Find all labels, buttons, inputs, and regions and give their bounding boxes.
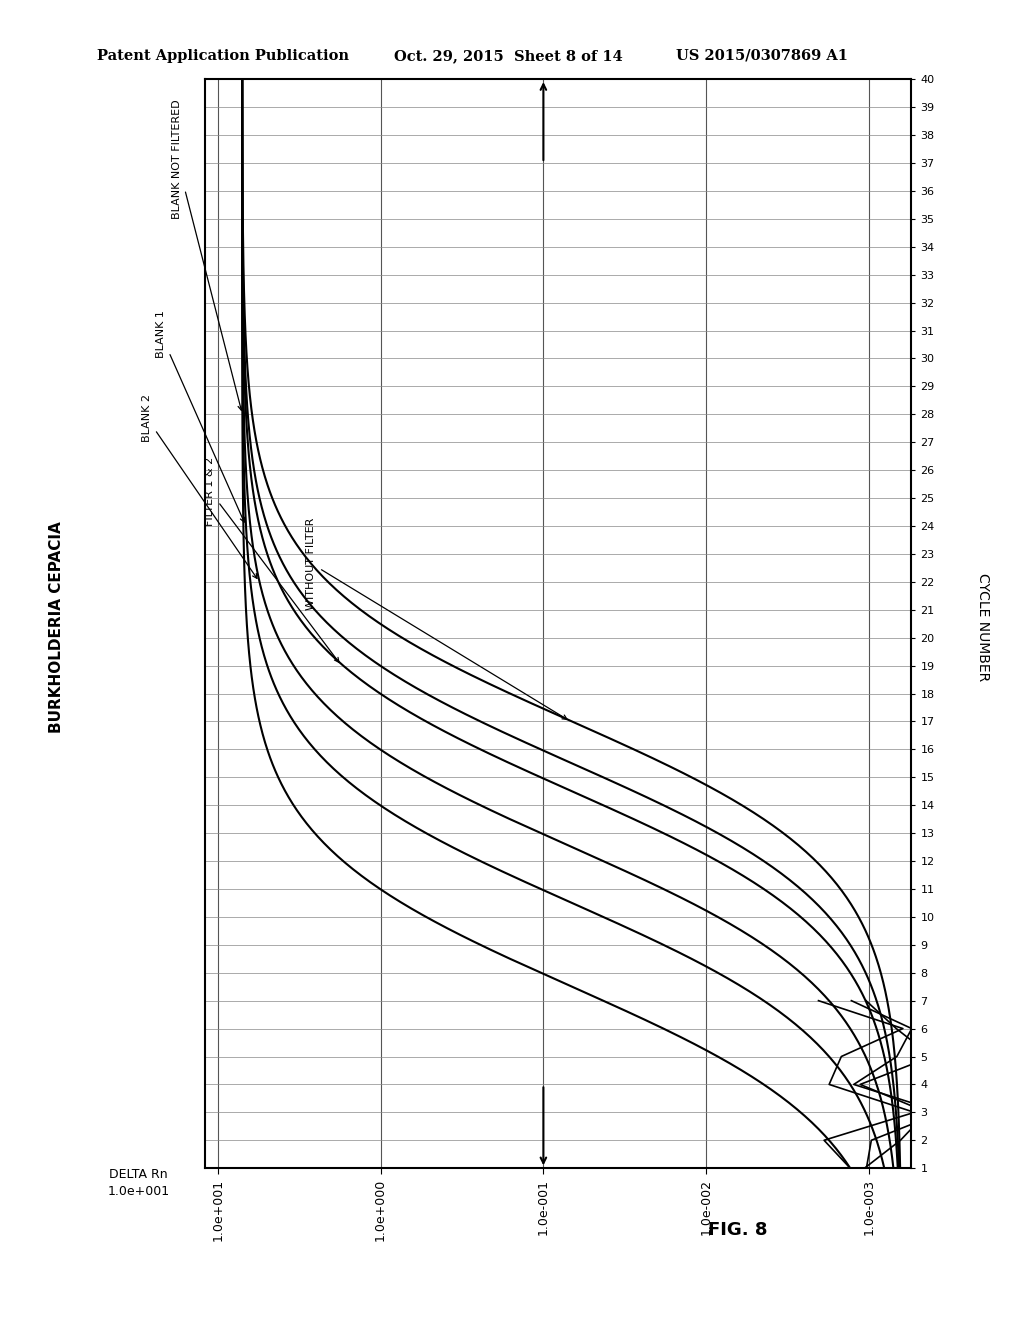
Text: US 2015/0307869 A1: US 2015/0307869 A1 — [676, 49, 848, 63]
Text: BURKHOLDERIA CEPACIA: BURKHOLDERIA CEPACIA — [49, 521, 63, 733]
Text: FIG. 8: FIG. 8 — [708, 1221, 767, 1239]
Text: DELTA Rn
1.0e+001: DELTA Rn 1.0e+001 — [108, 1168, 169, 1199]
Text: FILTER 1 & 2: FILTER 1 & 2 — [205, 457, 339, 663]
Text: BLANK 2: BLANK 2 — [142, 395, 257, 578]
Text: Patent Application Publication: Patent Application Publication — [97, 49, 349, 63]
Text: BLANK NOT FILTERED: BLANK NOT FILTERED — [172, 99, 243, 411]
Text: WITHOUT FILTER: WITHOUT FILTER — [306, 517, 567, 719]
Text: CYCLE NUMBER: CYCLE NUMBER — [976, 573, 990, 681]
Text: Oct. 29, 2015  Sheet 8 of 14: Oct. 29, 2015 Sheet 8 of 14 — [394, 49, 623, 63]
Text: BLANK 1: BLANK 1 — [156, 310, 245, 523]
